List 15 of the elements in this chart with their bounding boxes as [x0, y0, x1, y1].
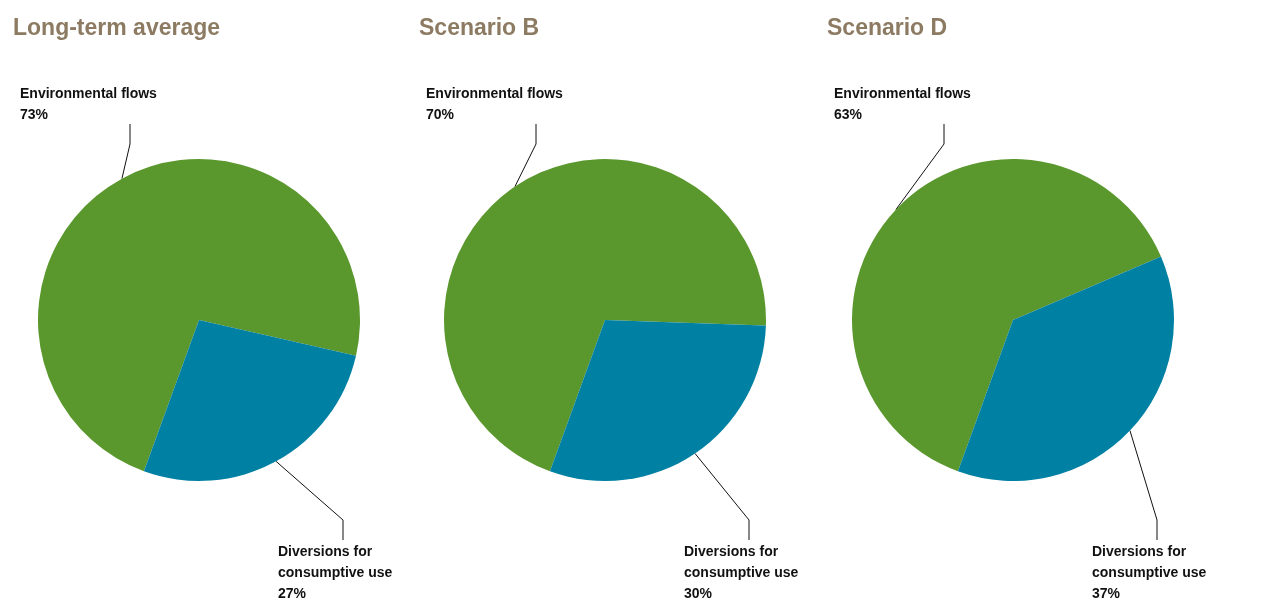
slice-label: Diversions for consumptive use: [684, 542, 799, 580]
data-label: 27%: [278, 584, 307, 601]
slice-label: Diversions for consumptive use: [1092, 542, 1207, 580]
data-label: 63%: [834, 105, 863, 122]
data-label: 70%: [426, 105, 455, 122]
chart-title: Scenario D: [827, 13, 948, 40]
slice-label: Environmental flows: [834, 84, 972, 101]
slice-label: Diversions for consumptive use: [278, 542, 393, 580]
data-label: 30%: [684, 584, 713, 601]
chart-title: Scenario B: [419, 13, 540, 40]
data-label: 37%: [1092, 584, 1121, 601]
slice-label: Environmental flows: [426, 84, 564, 101]
chart-title: Long-term average: [13, 13, 221, 40]
data-label: 73%: [20, 105, 49, 122]
slice-label: Environmental flows: [20, 84, 158, 101]
